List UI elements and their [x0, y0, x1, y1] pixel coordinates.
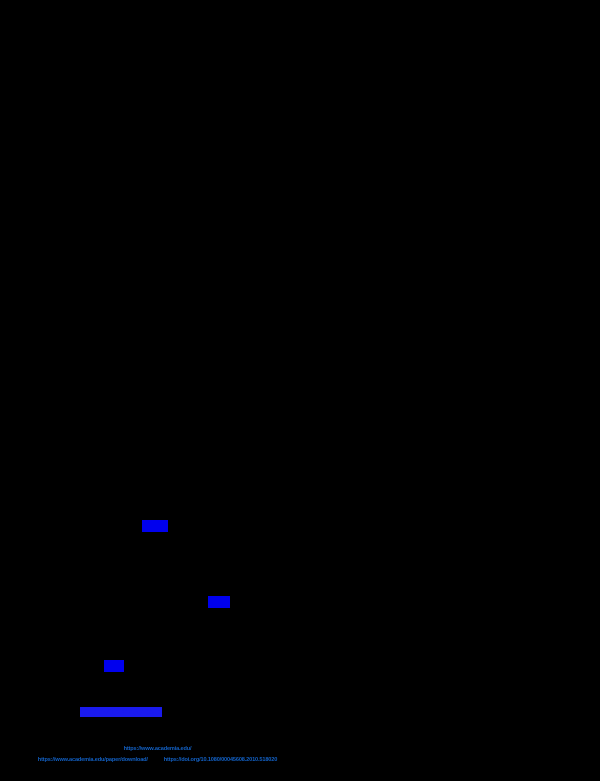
- reference-link-fig-3[interactable]: Fig. 3: [208, 596, 230, 608]
- reference-link-fig-1[interactable]: Fig. 1: [104, 660, 124, 672]
- footer-link-row: https://www.academia.edu/paper/download/…: [0, 753, 600, 764]
- page-footer: https://www.academia.edu/ https://www.ac…: [0, 746, 600, 764]
- reference-link-fig-2[interactable]: Fig. 2: [142, 520, 168, 532]
- doi-link[interactable]: 10.1177/0022146510383501: [80, 707, 162, 717]
- footer-link-download[interactable]: https://www.academia.edu/paper/download/: [37, 757, 148, 763]
- footer-link-doi[interactable]: https://doi.org/10.1080/00045608.2010.51…: [163, 757, 278, 763]
- footer-link-primary[interactable]: https://www.academia.edu/: [123, 746, 192, 752]
